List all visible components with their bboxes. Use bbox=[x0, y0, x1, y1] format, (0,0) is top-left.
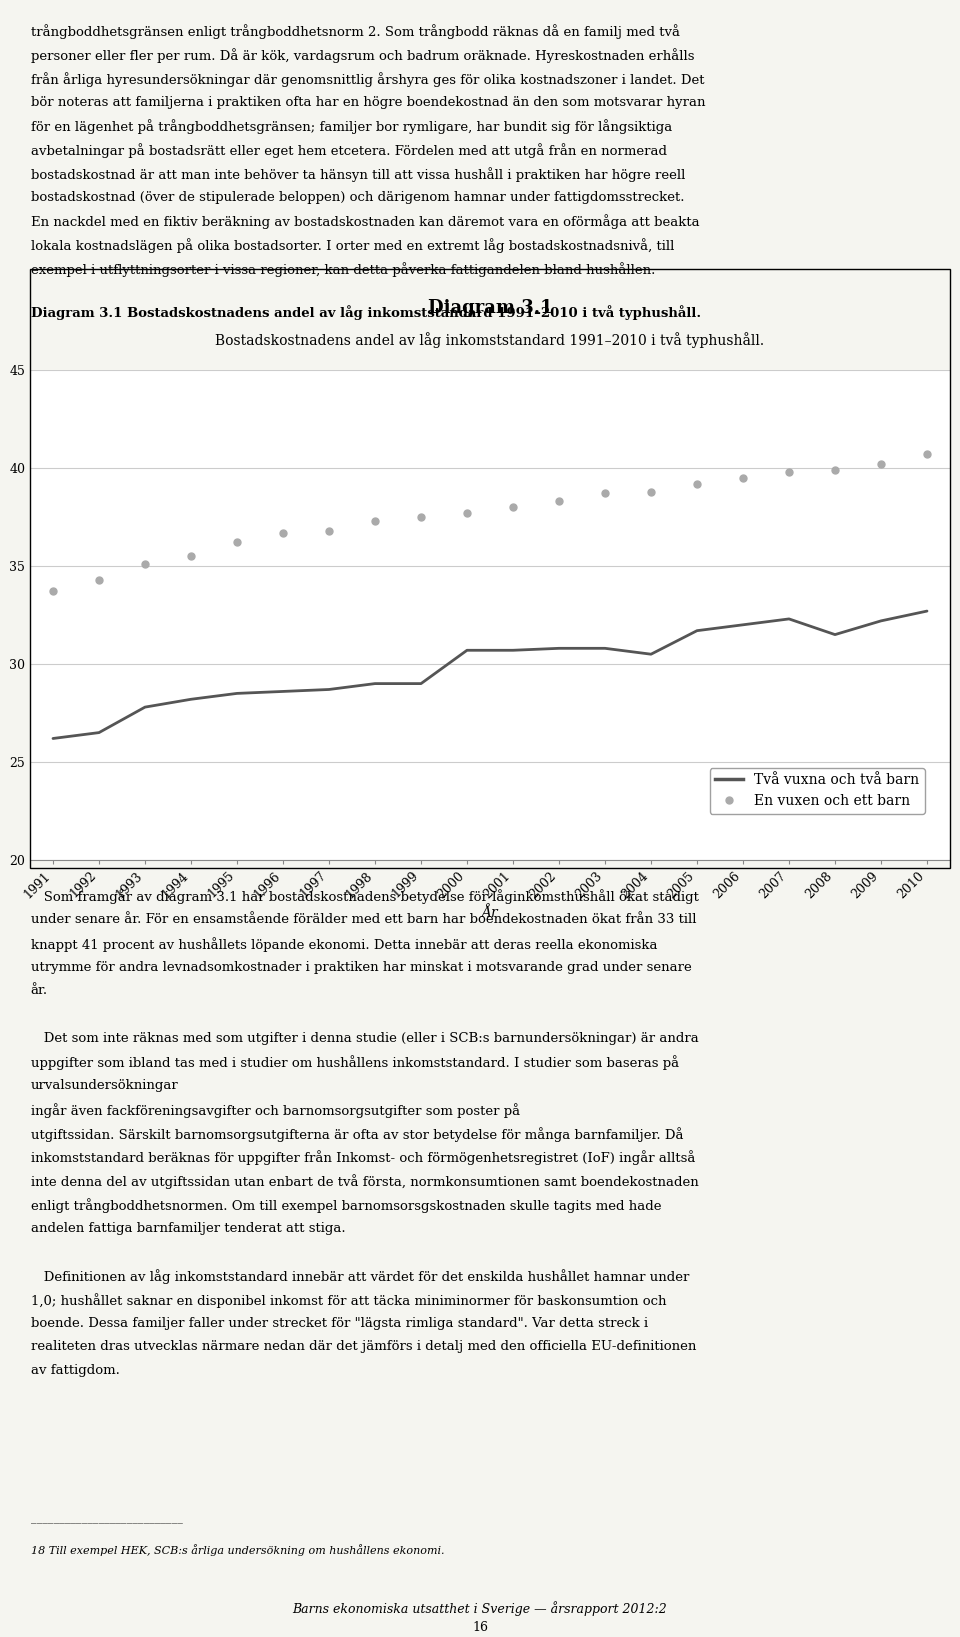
Text: uppgifter som ibland tas med i studier om hushållens inkomststandard. I studier : uppgifter som ibland tas med i studier o… bbox=[31, 1056, 679, 1071]
Text: inkomststandard beräknas för uppgifter från Inkomst- och förmögenhetsregistret (: inkomststandard beräknas för uppgifter f… bbox=[31, 1151, 695, 1166]
Text: under senare år. För en ensamstående förälder med ett barn har boendekostnaden ö: under senare år. För en ensamstående för… bbox=[31, 913, 696, 927]
Text: 16: 16 bbox=[472, 1621, 488, 1634]
Text: personer eller fler per rum. Då är kök, vardagsrum och badrum oräknade. Hyreskos: personer eller fler per rum. Då är kök, … bbox=[31, 47, 694, 64]
Text: Som framgår av diagram 3.1 har bostadskostnadens betydelse för låginkomsthushåll: Som framgår av diagram 3.1 har bostadsko… bbox=[31, 889, 699, 904]
Text: bostadskostnad är att man inte behöver ta hänsyn till att vissa hushåll i prakti: bostadskostnad är att man inte behöver t… bbox=[31, 167, 685, 182]
Text: Bostadskostnadens andel av låg inkomststandard 1991–2010 i två typhushåll.: Bostadskostnadens andel av låg inkomstst… bbox=[215, 332, 764, 349]
Text: Det som inte räknas med som utgifter i denna studie (eller i SCB:s barnundersökn: Det som inte räknas med som utgifter i d… bbox=[31, 1031, 699, 1044]
Text: bör noteras att familjerna i praktiken ofta har en högre boendekostnad än den so: bör noteras att familjerna i praktiken o… bbox=[31, 95, 706, 108]
Text: utrymme för andra levnadsomkostnader i praktiken har minskat i motsvarande grad : utrymme för andra levnadsomkostnader i p… bbox=[31, 961, 691, 974]
Text: enligt trångboddhetsnormen. Om till exempel barnomsorsgskostnaden skulle tagits : enligt trångboddhetsnormen. Om till exem… bbox=[31, 1198, 661, 1213]
Y-axis label: Procent: Procent bbox=[0, 588, 4, 642]
Text: lokala kostnadslägen på olika bostadsorter. I orter med en extremt låg bostadsko: lokala kostnadslägen på olika bostadsort… bbox=[31, 237, 674, 254]
Text: En nackdel med en fiktiv beräkning av bostadskostnaden kan däremot vara en oförm: En nackdel med en fiktiv beräkning av bo… bbox=[31, 214, 699, 229]
Text: bostadskostnad (över de stipulerade beloppen) och därigenom hamnar under fattigd: bostadskostnad (över de stipulerade belo… bbox=[31, 192, 684, 203]
Legend: Två vuxna och två barn, En vuxen och ett barn: Två vuxna och två barn, En vuxen och ett… bbox=[709, 768, 924, 814]
Text: av fattigdom.: av fattigdom. bbox=[31, 1364, 120, 1377]
Text: knappt 41 procent av hushållets löpande ekonomi. Detta innebär att deras reella : knappt 41 procent av hushållets löpande … bbox=[31, 936, 658, 951]
Text: trångboddhetsgränsen enligt trångboddhetsnorm 2. Som trångbodd räknas då en fami: trångboddhetsgränsen enligt trångboddhet… bbox=[31, 25, 680, 39]
Text: Diagram 3.1 Bostadskostnadens andel av låg inkomststandard 1991–2010 i två typhu: Diagram 3.1 Bostadskostnadens andel av l… bbox=[31, 304, 701, 321]
Text: Diagram 3.1: Diagram 3.1 bbox=[428, 300, 552, 318]
Text: ingår även fackföreningsavgifter och barnomsorgsutgifter som poster på: ingår även fackföreningsavgifter och bar… bbox=[31, 1103, 520, 1118]
Text: realiteten dras utvecklas närmare nedan där det jämförs i detalj med den officie: realiteten dras utvecklas närmare nedan … bbox=[31, 1341, 696, 1354]
Text: ___________________________: ___________________________ bbox=[31, 1514, 182, 1524]
Text: avbetalningar på bostadsrätt eller eget hem etcetera. Fördelen med att utgå från: avbetalningar på bostadsrätt eller eget … bbox=[31, 142, 666, 159]
Text: exempel i utflyttningsorter i vissa regioner, kan detta påverka fattigandelen bl: exempel i utflyttningsorter i vissa regi… bbox=[31, 262, 655, 277]
Text: från årliga hyresundersökningar där genomsnittlig årshyra ges för olika kostnads: från årliga hyresundersökningar där geno… bbox=[31, 72, 705, 87]
Text: Barns ekonomiska utsatthet i Sverige — årsrapport 2012:2: Barns ekonomiska utsatthet i Sverige — å… bbox=[293, 1601, 667, 1616]
X-axis label: År: År bbox=[482, 907, 498, 920]
Text: för en lägenhet på trångboddhetsgränsen; familjer bor rymligare, har bundit sig : för en lägenhet på trångboddhetsgränsen;… bbox=[31, 120, 672, 134]
Text: urvalsundersökningar: urvalsundersökningar bbox=[31, 1079, 179, 1092]
Text: boende. Dessa familjer faller under strecket för "lägsta rimliga standard". Var : boende. Dessa familjer faller under stre… bbox=[31, 1316, 648, 1329]
Text: andelen fattiga barnfamiljer tenderat att stiga.: andelen fattiga barnfamiljer tenderat at… bbox=[31, 1221, 346, 1234]
Text: Definitionen av låg inkomststandard innebär att värdet för det enskilda hushålle: Definitionen av låg inkomststandard inne… bbox=[31, 1269, 689, 1283]
Text: utgiftssidan. Särskilt barnomsorgsutgifterna är ofta av stor betydelse för många: utgiftssidan. Särskilt barnomsorgsutgift… bbox=[31, 1126, 684, 1141]
Text: år.: år. bbox=[31, 984, 48, 997]
Text: 1,0; hushållet saknar en disponibel inkomst för att täcka miniminormer för basko: 1,0; hushållet saknar en disponibel inko… bbox=[31, 1293, 666, 1308]
Text: 18 Till exempel HEK, SCB:s årliga undersökning om hushållens ekonomi.: 18 Till exempel HEK, SCB:s årliga unders… bbox=[31, 1544, 444, 1555]
Text: inte denna del av utgiftssidan utan enbart de två första, normkonsumtionen samt : inte denna del av utgiftssidan utan enba… bbox=[31, 1174, 699, 1188]
